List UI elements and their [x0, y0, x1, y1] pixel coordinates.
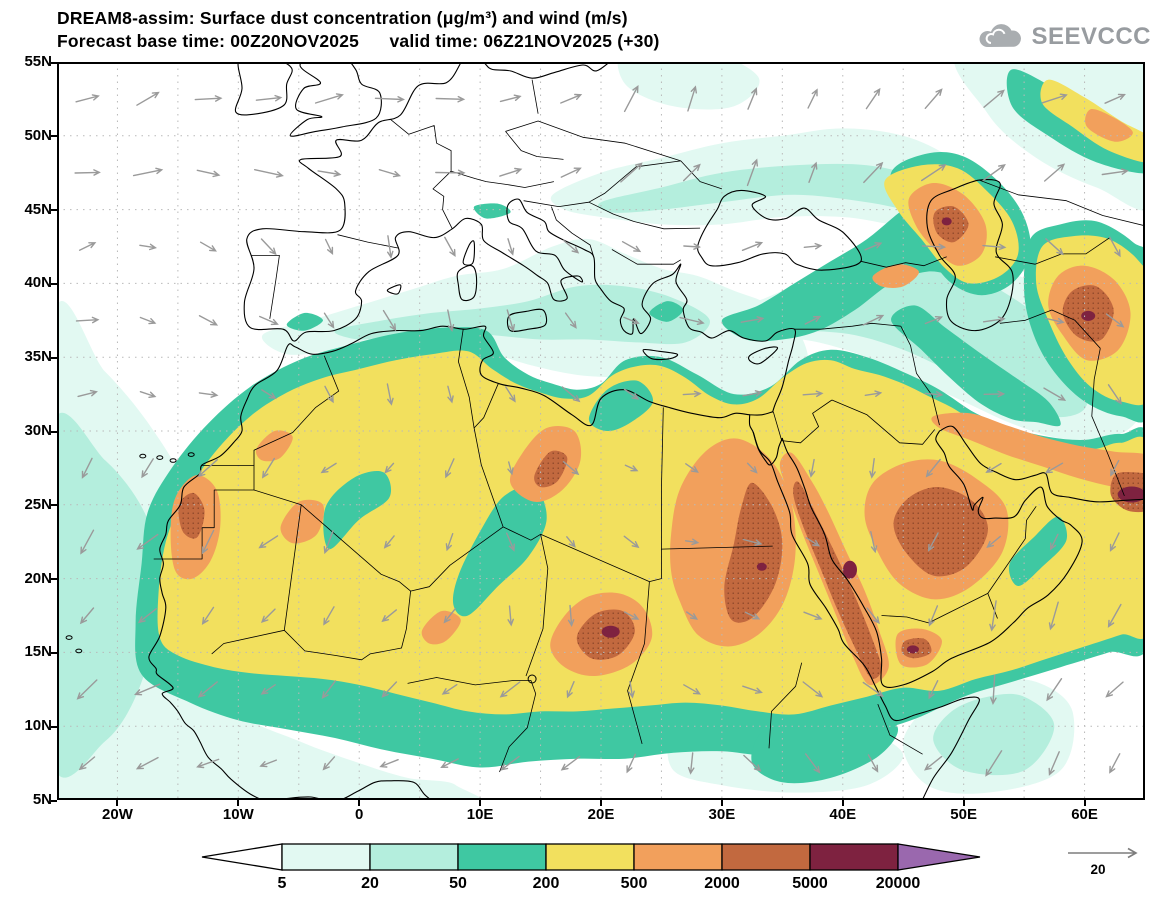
wind-reference-arrow — [1068, 847, 1138, 859]
lat-label: 10N — [24, 717, 52, 735]
lat-label: 55N — [24, 53, 52, 70]
lat-label: 35N — [24, 348, 52, 366]
colorbar-cell — [633, 843, 723, 871]
lat-label: 15N — [24, 643, 52, 661]
colorbar-label: 20 — [361, 875, 379, 892]
lon-tick — [600, 800, 602, 806]
colorbar-label: 50 — [449, 875, 467, 892]
lon-label: 10E — [466, 806, 494, 823]
lon-label: 0 — [355, 806, 364, 823]
lat-tick — [51, 209, 57, 212]
lon-label: 30E — [708, 806, 736, 823]
colorbar-label: 20000 — [875, 875, 921, 892]
lon-label: 20W — [102, 806, 133, 823]
lat-label: 5N — [32, 791, 52, 808]
lon-tick — [358, 800, 361, 806]
lat-label: 50N — [24, 126, 52, 144]
colorbar-label: 200 — [532, 875, 560, 892]
lon-tick — [116, 800, 119, 806]
lat-label: 40N — [24, 274, 52, 292]
map-frame — [57, 62, 1145, 800]
lon-label: 20E — [587, 806, 615, 823]
lat-tick — [51, 356, 57, 359]
borders-layer — [153, 79, 1145, 773]
colorbar-over-cell — [897, 843, 981, 871]
lat-tick — [51, 799, 57, 802]
colorbar-cell — [457, 843, 547, 871]
colorbar-cell — [545, 843, 635, 871]
lon-tick — [841, 800, 844, 806]
lon-label: 40E — [829, 806, 857, 823]
dust-wind-map — [57, 62, 1145, 800]
lon-tick — [479, 800, 482, 806]
lat-tick — [51, 651, 57, 654]
lon-label: 10W — [222, 806, 254, 823]
lat-tick — [51, 282, 57, 285]
chart-title: DREAM8-assim: Surface dust concentration… — [57, 8, 628, 28]
wind-reference — [1048, 842, 1148, 869]
lon-tick — [1083, 800, 1086, 806]
lat-tick — [51, 135, 57, 138]
colorbar-cell — [369, 843, 459, 871]
logo-text: SEEVCCC — [1031, 23, 1151, 50]
map-layers — [57, 62, 1145, 800]
colorbar-under-cell — [201, 843, 283, 871]
map-border — [57, 62, 1145, 800]
coastlines-layer — [65, 62, 1145, 800]
wind-arrows-layer — [74, 84, 1129, 777]
lon-tick — [237, 800, 240, 806]
colorbar-label: 5 — [277, 875, 287, 892]
colorbar-cell — [721, 843, 811, 871]
lon-label: 60E — [1071, 806, 1098, 823]
colorbar-label: 5000 — [792, 875, 828, 892]
lat-label: 20N — [24, 569, 52, 587]
cloud-icon — [980, 24, 1022, 48]
lat-tick — [51, 578, 57, 581]
lat-tick — [51, 725, 57, 728]
colorbar: 5 20 50 200 500 2000 5000 20000 — [200, 842, 984, 898]
colorbar-cell — [809, 843, 899, 871]
colorbar-label: 2000 — [704, 875, 740, 892]
lon-tick — [720, 800, 723, 806]
lat-tick — [51, 61, 57, 64]
lat-tick — [51, 504, 57, 507]
lon-tick — [962, 800, 965, 806]
lat-label: 25N — [24, 495, 52, 513]
chart-subtitle: Forecast base time: 00Z20NOV2025 valid t… — [57, 31, 660, 51]
colorbar-cell — [281, 843, 371, 871]
lat-tick — [51, 430, 57, 433]
wind-reference-value: 20 — [1090, 862, 1106, 877]
seevccc-logo: SEEVCCC — [978, 20, 1151, 54]
lat-label: 45N — [24, 200, 52, 218]
lat-label: 30N — [24, 422, 52, 439]
lon-label: 50E — [950, 806, 977, 823]
colorbar-scale — [201, 843, 981, 871]
colorbar-label: 500 — [620, 875, 648, 892]
